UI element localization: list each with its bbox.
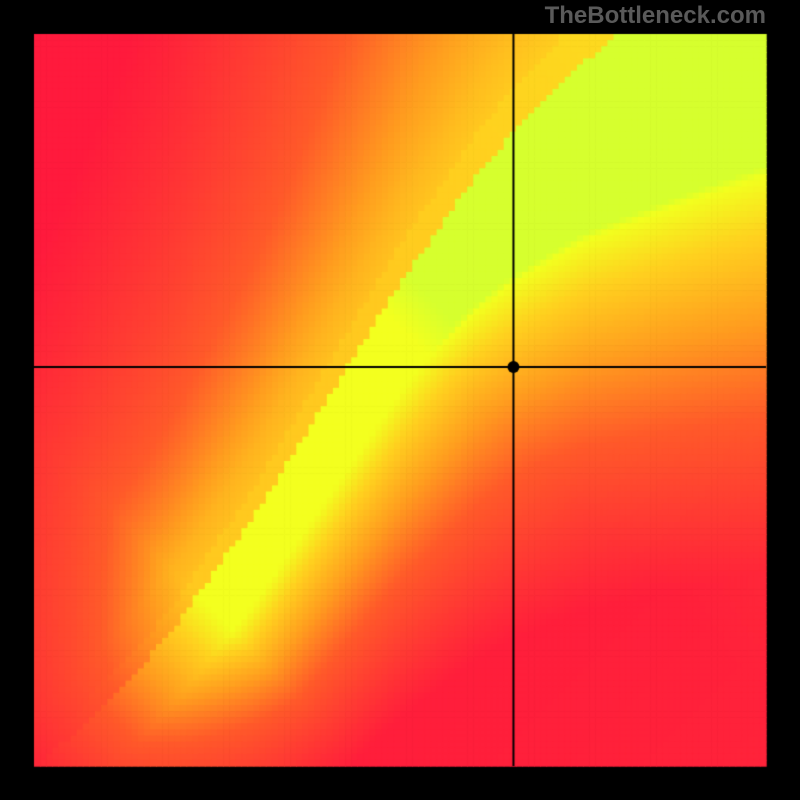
attribution-text: TheBottleneck.com [545, 2, 766, 30]
bottleneck-heatmap [0, 0, 800, 800]
chart-container: TheBottleneck.com [0, 0, 800, 800]
